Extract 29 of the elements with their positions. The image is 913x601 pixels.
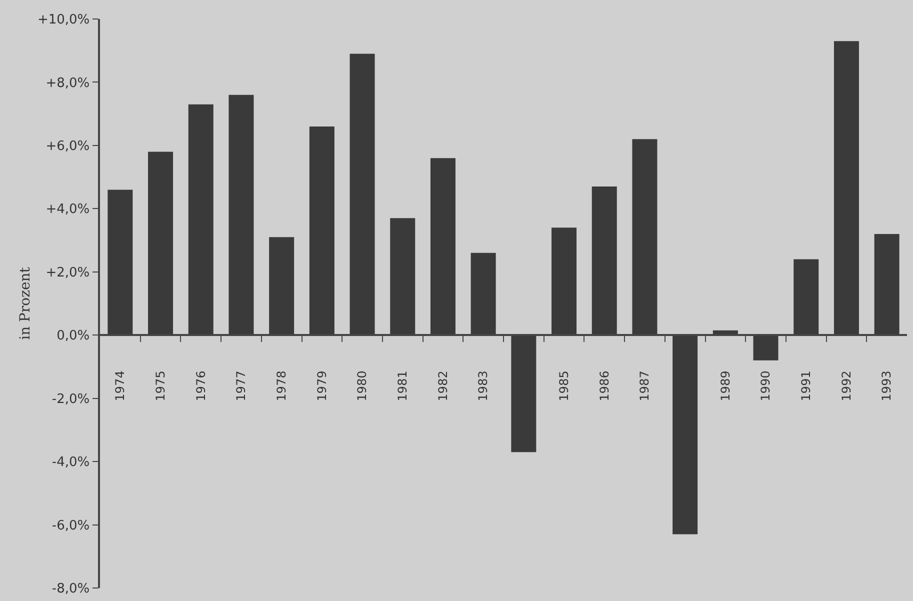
x-tick-label: 1980 — [355, 370, 370, 402]
x-tick-label: 1978 — [274, 370, 288, 402]
y-tick-label: +2,0% — [46, 265, 90, 280]
x-tick-label: 1985 — [556, 370, 571, 402]
x-tick-label: 1992 — [839, 370, 854, 402]
x-tick-label: 1991 — [799, 370, 814, 402]
x-tick-label: 1979 — [314, 370, 329, 402]
x-tick-label: 1975 — [153, 370, 168, 402]
y-tick-label: +10,0% — [37, 12, 90, 28]
x-tick-label: 1987 — [638, 370, 652, 402]
x-tick-label: 1990 — [758, 370, 773, 402]
x-tick-label: 1989 — [718, 370, 732, 402]
x-tick-label: 1981 — [396, 370, 410, 402]
y-tick-label: +4,0% — [46, 202, 90, 218]
y-tick-label: -4,0% — [52, 455, 90, 470]
x-tick-label: 1977 — [234, 370, 248, 402]
x-tick-label: 1986 — [597, 370, 612, 402]
y-axis-title: in Prozent — [18, 266, 34, 340]
x-tick-label: 1982 — [436, 370, 450, 402]
x-tick-label: 1983 — [476, 370, 490, 402]
y-tick-label: +8,0% — [46, 76, 90, 91]
x-tick-label: 1974 — [113, 370, 128, 402]
x-tick-label: 1993 — [880, 370, 894, 402]
y-tick-label: -8,0% — [52, 582, 90, 597]
y-tick-label: -6,0% — [52, 518, 90, 534]
y-tick-label: 0,0% — [56, 328, 90, 344]
x-tick-label: 1976 — [194, 370, 208, 402]
y-tick-label: +6,0% — [46, 138, 90, 154]
y-tick-label: -2,0% — [52, 392, 90, 407]
